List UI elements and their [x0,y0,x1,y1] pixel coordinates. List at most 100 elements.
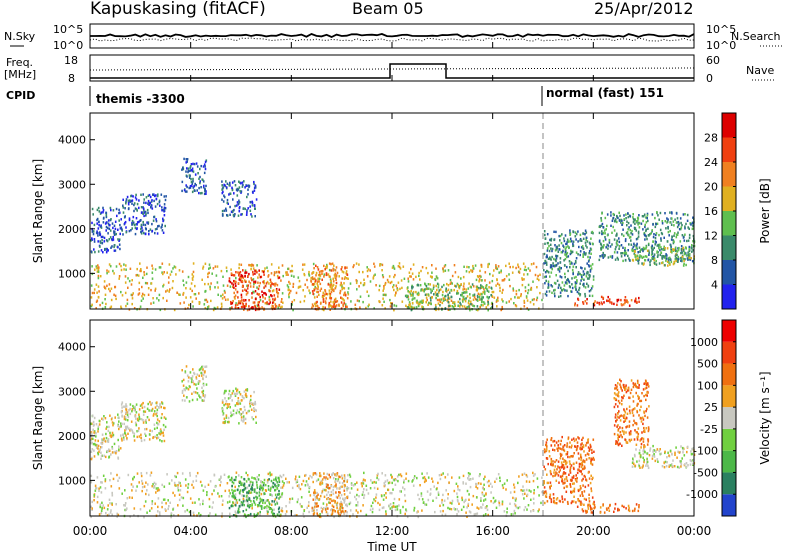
data-cell [479,274,481,278]
data-cell [610,214,612,217]
data-cell [646,237,648,241]
data-cell [157,193,159,196]
data-cell [154,287,157,290]
data-cell [407,286,409,289]
data-cell [346,504,348,508]
data-cell [189,497,192,500]
data-cell [119,211,121,214]
data-cell [488,296,490,299]
data-cell [559,447,562,450]
data-cell [226,284,229,287]
data-cell [152,414,155,417]
data-cell [426,472,428,475]
data-cell [135,417,137,420]
data-cell [164,207,167,210]
data-cell [438,474,441,477]
scatter-region [543,435,595,505]
data-cell [354,303,357,306]
data-cell [525,295,528,298]
data-cell [119,223,121,227]
colorbar-tick-label: 12 [704,230,718,243]
data-cell [682,249,685,252]
data-cell [146,221,148,224]
data-cell [196,471,199,475]
data-cell [256,512,259,515]
data-cell [582,301,584,304]
data-cell [140,206,143,209]
data-cell [589,268,592,272]
data-cell [641,256,644,259]
data-cell [663,245,665,248]
data-cell [291,300,293,304]
data-cell [498,283,501,287]
data-cell [104,487,107,490]
data-cell [378,288,380,292]
data-cell [185,287,187,290]
data-cell [142,223,145,226]
data-cell [312,262,315,266]
data-cell [127,473,130,477]
data-cell [446,299,448,302]
data-cell [115,503,117,506]
data-cell [212,308,215,312]
data-cell [298,279,301,283]
data-cell [148,233,150,236]
data-cell [472,264,474,268]
data-cell [324,268,326,271]
data-cell [483,483,485,486]
data-cell [463,305,466,308]
data-cell [99,486,102,489]
data-cell [299,285,302,288]
data-cell [248,506,251,509]
data-cell [143,231,145,235]
data-cell [273,500,276,503]
data-cell [225,209,228,212]
data-cell [142,276,144,279]
data-cell [187,275,190,279]
data-cell [545,279,547,283]
data-cell [250,488,252,491]
data-cell [123,263,125,266]
data-cell [535,298,538,302]
data-cell [556,246,559,250]
data-cell [343,493,346,496]
data-cell [691,250,693,253]
data-cell [529,301,532,304]
data-cell [657,254,659,257]
data-cell [692,234,695,238]
data-cell [118,262,121,266]
data-cell [441,301,444,305]
data-cell [661,248,663,251]
data-cell [690,257,692,260]
data-cell [131,496,133,499]
data-cell [198,301,201,304]
data-cell [104,248,107,251]
data-cell [120,290,122,294]
data-cell [563,472,566,475]
data-cell [273,271,276,274]
data-cell [355,509,358,512]
data-cell [236,307,238,310]
data-cell [234,280,237,283]
data-cell [154,228,157,231]
data-cell [278,271,281,274]
data-cell [257,478,260,481]
data-cell [252,418,255,421]
data-cell [601,232,603,236]
data-cell [104,293,107,296]
data-cell [313,491,315,494]
data-cell [156,411,158,414]
data-cell [499,476,501,479]
data-cell [655,259,657,263]
data-cell [606,299,608,303]
data-cell [455,482,458,485]
data-cell [158,420,161,423]
data-cell [192,511,195,514]
data-cell [155,413,157,416]
data-cell [683,259,685,263]
data-cell [275,282,277,285]
data-cell [257,287,260,291]
data-cell [585,238,587,241]
data-cell [600,246,603,249]
data-cell [333,300,336,303]
